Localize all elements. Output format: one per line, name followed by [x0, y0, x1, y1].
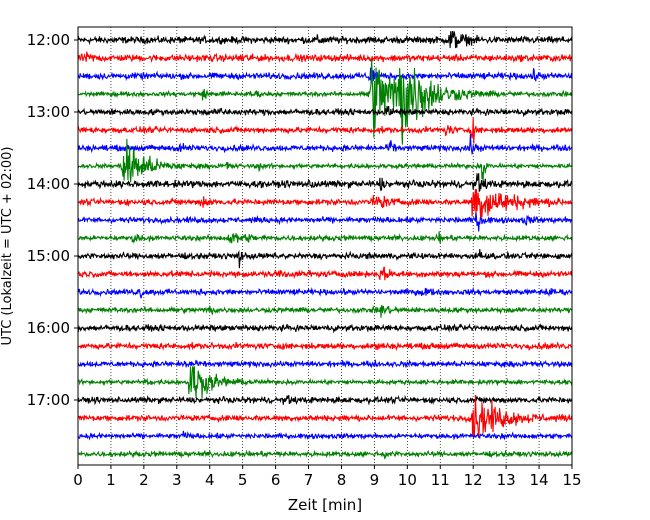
- minute-gridlines: [110, 27, 540, 465]
- trace-1300: [77, 105, 573, 118]
- trace-1430: [77, 212, 573, 232]
- trace-1600: [77, 322, 573, 334]
- trace-1630: [77, 358, 573, 369]
- trace-1215: [77, 51, 573, 63]
- x-tick-label-0: 0: [73, 471, 83, 489]
- x-tick-label-3: 3: [172, 471, 182, 489]
- plot-background: [78, 27, 572, 465]
- trace-1330: [77, 134, 573, 156]
- trace-1530: [77, 286, 573, 299]
- y-axis-ticks: 12:00 13:00 14:00 15:00 16:00 17:00: [27, 31, 78, 409]
- trace-1245: [77, 59, 573, 145]
- trace-1200: [77, 30, 573, 49]
- x-tick-label-5: 5: [238, 471, 248, 489]
- y-tick-label-1300: 13:00: [27, 103, 70, 121]
- x-tick-label-4: 4: [205, 471, 215, 489]
- x-tick-label-8: 8: [337, 471, 347, 489]
- trace-1515: [77, 266, 573, 281]
- x-tick-label-6: 6: [271, 471, 281, 489]
- x-tick-label-10: 10: [398, 471, 417, 489]
- x-tick-label-9: 9: [370, 471, 380, 489]
- trace-1730: [77, 430, 573, 441]
- trace-1400: [77, 173, 573, 193]
- x-tick-label-13: 13: [497, 471, 516, 489]
- trace-1700: [77, 394, 573, 406]
- trace-1345: [77, 139, 573, 183]
- y-tick-label-1400: 14:00: [27, 175, 70, 193]
- trace-1500: [77, 248, 573, 269]
- seismogram-traces: [77, 30, 573, 460]
- trace-1230: [77, 67, 573, 84]
- x-tick-label-11: 11: [431, 471, 450, 489]
- trace-1445: [77, 231, 573, 244]
- trace-1545: [77, 304, 573, 318]
- x-tick-label-15: 15: [562, 471, 581, 489]
- x-tick-label-14: 14: [530, 471, 549, 489]
- trace-1415: [77, 188, 573, 220]
- x-tick-label-2: 2: [139, 471, 149, 489]
- plot-frame: [77, 26, 573, 466]
- trace-1315: [77, 117, 573, 144]
- trace-1645: [77, 366, 573, 399]
- trace-1615: [77, 341, 573, 352]
- y-tick-label-1700: 17:00: [27, 391, 70, 409]
- y-tick-label-1600: 16:00: [27, 319, 70, 337]
- trace-1745: [77, 449, 573, 460]
- x-tick-label-7: 7: [304, 471, 314, 489]
- y-tick-label-1500: 15:00: [27, 247, 70, 265]
- x-tick-label-12: 12: [464, 471, 483, 489]
- y-axis-label: UTC (Lokalzeit = UTC + 02:00): [0, 147, 15, 346]
- x-tick-label-1: 1: [106, 471, 116, 489]
- x-axis-label: Zeit [min]: [288, 496, 362, 514]
- trace-1715: [77, 395, 573, 439]
- y-tick-label-1200: 12:00: [27, 31, 70, 49]
- x-axis-ticks: 0 1 2 3 4 5 6 7 8 9 10 11 12 13 14 15: [73, 465, 582, 489]
